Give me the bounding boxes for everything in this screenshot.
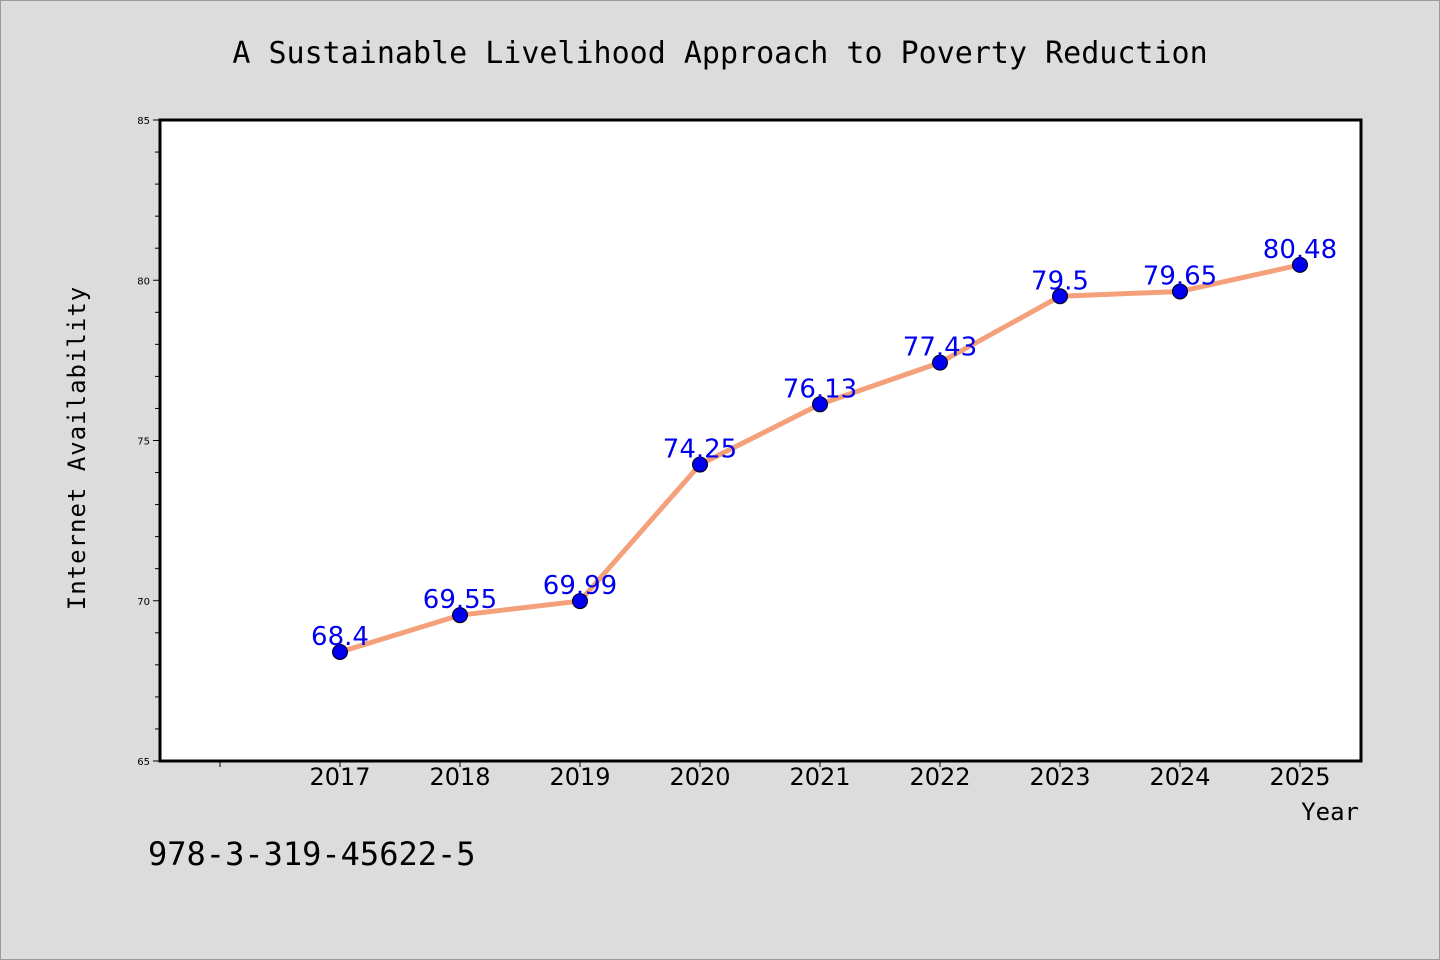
data-label: 69.55 <box>423 585 497 615</box>
plot-area <box>158 118 1363 763</box>
data-point <box>1292 256 1308 273</box>
x-tick-label: 2023 <box>1029 763 1090 791</box>
x-axis-ticks: 2017 2018 2019 2020 2021 2022 2023 2024 2025 <box>219 761 1331 791</box>
data-point <box>692 456 708 473</box>
y-tick-label: 75 <box>137 437 150 448</box>
data-label: 80.48 <box>1263 235 1337 265</box>
data-label: 69.99 <box>543 571 617 601</box>
data-point <box>932 354 948 371</box>
x-axis-label: Year <box>1301 798 1359 826</box>
data-label: 68.4 <box>311 622 369 652</box>
data-point <box>452 607 468 624</box>
x-tick-label: 2020 <box>669 763 730 791</box>
x-tick-label: 2019 <box>549 763 610 791</box>
data-point <box>332 644 348 661</box>
x-tick-label: 2021 <box>789 763 850 791</box>
x-tick-label: 2024 <box>1149 763 1210 791</box>
x-tick-label: 2018 <box>429 763 490 791</box>
series-group: 68.4 69.55 69.99 74.25 76.13 77.43 79.5 79.65 80… <box>311 235 1337 661</box>
y-tick-label: 80 <box>137 276 150 287</box>
x-tick-label: 2022 <box>909 763 970 791</box>
chart-title: A Sustainable Livelihood Approach to Pov… <box>232 36 1207 71</box>
y-tick-label: 65 <box>137 757 150 768</box>
data-point <box>812 396 828 413</box>
isbn-annotation: 978-3-319-45622-5 <box>148 835 476 873</box>
y-tick-label: 70 <box>137 597 150 608</box>
y-axis-ticks: 65 70 75 80 85 <box>137 116 160 768</box>
x-tick-label: 2025 <box>1269 763 1330 791</box>
data-label: 77.43 <box>903 333 977 363</box>
data-label: 76.13 <box>783 374 857 404</box>
data-point <box>1172 283 1188 300</box>
data-point <box>1052 288 1068 305</box>
data-label: 74.25 <box>663 435 737 465</box>
data-label: 79.65 <box>1143 261 1217 291</box>
x-tick-label: 2017 <box>309 763 370 791</box>
y-axis-label: Internet Availability <box>63 286 91 610</box>
data-label: 79.5 <box>1031 266 1089 296</box>
y-tick-label: 85 <box>137 116 150 127</box>
data-point <box>572 593 588 610</box>
